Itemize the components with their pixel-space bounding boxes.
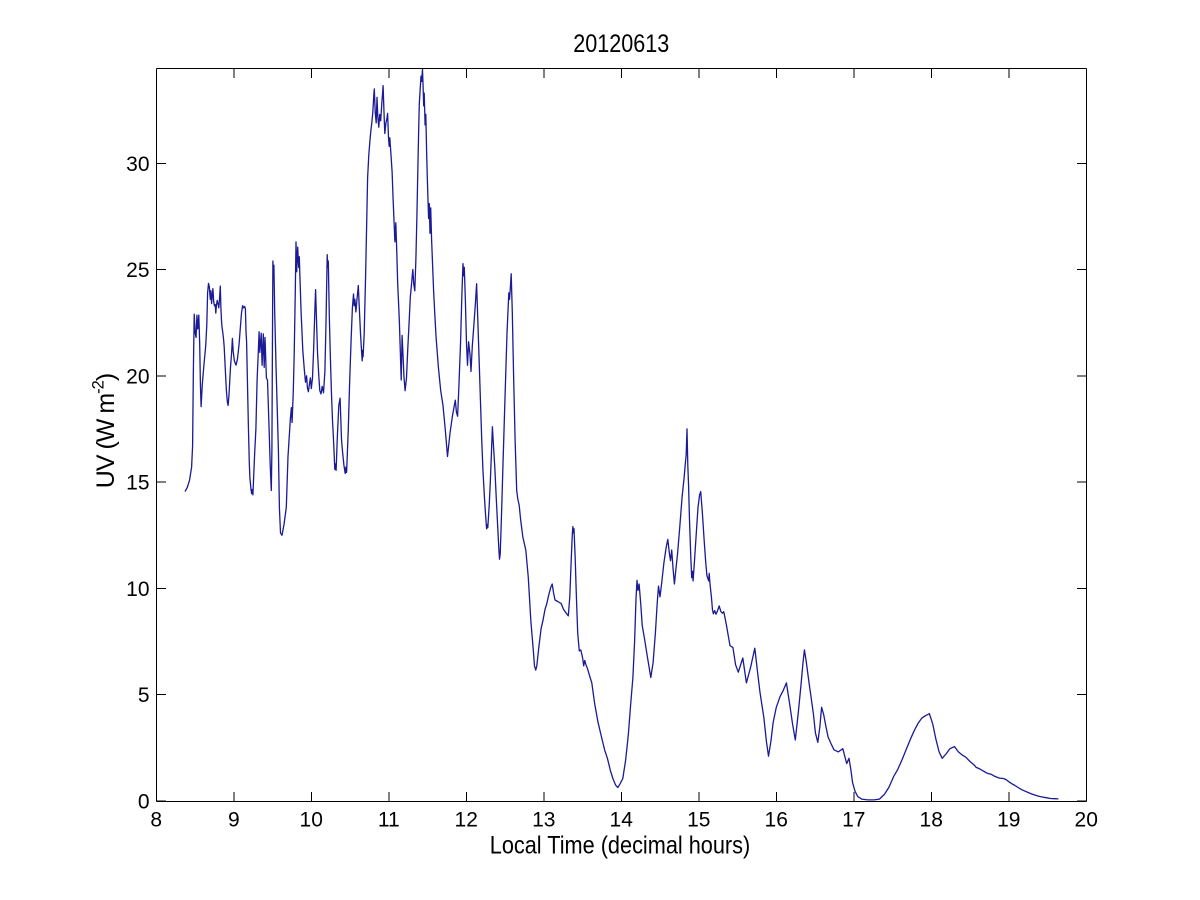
svg-text:11: 11 bbox=[378, 809, 400, 832]
svg-text:12: 12 bbox=[455, 809, 478, 832]
svg-text:0: 0 bbox=[138, 790, 150, 813]
svg-text:14: 14 bbox=[610, 809, 634, 832]
svg-text:5: 5 bbox=[138, 684, 150, 707]
svg-text:15: 15 bbox=[687, 809, 710, 832]
svg-text:17: 17 bbox=[842, 809, 865, 832]
svg-text:19: 19 bbox=[997, 809, 1020, 832]
svg-text:9: 9 bbox=[228, 809, 240, 832]
svg-text:20: 20 bbox=[1075, 809, 1098, 832]
svg-text:10: 10 bbox=[126, 578, 149, 601]
svg-text:10: 10 bbox=[300, 809, 323, 832]
svg-text:25: 25 bbox=[126, 259, 149, 282]
svg-text:16: 16 bbox=[765, 809, 788, 832]
svg-text:Local Time (decimal hours): Local Time (decimal hours) bbox=[490, 831, 751, 859]
svg-text:13: 13 bbox=[532, 809, 555, 832]
svg-text:15: 15 bbox=[126, 472, 149, 495]
svg-text:20120613: 20120613 bbox=[573, 30, 669, 58]
svg-text:18: 18 bbox=[920, 809, 943, 832]
svg-text:20: 20 bbox=[126, 365, 149, 388]
svg-text:30: 30 bbox=[126, 153, 149, 176]
svg-text:8: 8 bbox=[150, 809, 162, 832]
